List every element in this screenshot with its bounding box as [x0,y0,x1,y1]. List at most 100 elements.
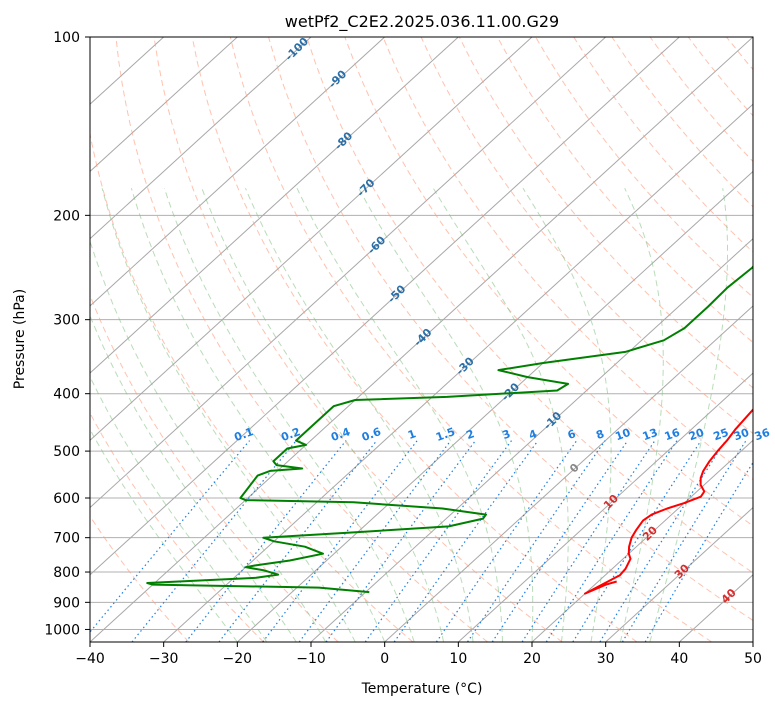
mixing-ratio-label: 3 [501,427,513,442]
mixing-ratio-line [521,440,656,642]
mixing-ratio-label: 13 [641,426,660,443]
x-tick-label: 10 [449,651,467,667]
dry-adiabat-line [268,37,753,622]
x-tick-label: −30 [149,651,179,667]
dry-adiabat-line [344,37,753,527]
y-tick-label: 1000 [44,622,80,638]
moist-adiabat-line [90,314,297,642]
mixing-ratio-line [644,461,753,642]
isotherm-line [752,641,753,642]
moist-adiabat-line [130,188,386,642]
y-tick-label: 200 [53,208,80,224]
mixing-ratio-label: 0.1 [233,425,256,444]
mixing-ratio-label: 25 [712,426,731,443]
moist-adiabat-line [90,239,327,642]
mixing-ratio-line [131,440,297,642]
moist-adiabat-line [101,188,356,642]
mixing-ratio-line [262,440,418,642]
dry-adiabat-line [115,37,488,642]
moist-adiabat-line [649,188,728,642]
moist-adiabat-line [90,428,238,642]
dry-adiabat-line [306,37,753,574]
mixing-ratio-line [599,440,727,642]
dry-adiabat-line [90,412,264,642]
isotherm-line [457,372,753,642]
moist-adiabat-line [163,188,415,642]
x-tick-label: 50 [744,651,762,667]
mixing-ratio-label: 8 [594,427,606,442]
x-tick-label: −20 [223,651,253,667]
moist-adiabat-line [522,187,612,642]
isotherm-line [90,37,607,509]
isotherm-line [90,37,533,442]
x-tick-label: −40 [75,651,105,667]
y-axis-label: Pressure (hPa) [12,289,28,389]
isotherm-line [90,37,238,173]
x-axis-label: Temperature (°C) [361,681,483,697]
mixing-ratio-label: 0.4 [329,425,352,444]
mixing-ratio-label: 16 [663,426,682,444]
profile-lines [146,265,753,595]
y-axis-ticks: 100 200 300 400 500 600 700 800 900 1000 [44,30,90,638]
x-tick-label: −10 [296,651,326,667]
dry-adiabat-line [765,37,775,642]
y-tick-label: 700 [53,531,80,547]
dry-adiabat-line [90,515,190,642]
isotherm-line [90,37,312,240]
dry-adiabat-line [153,37,563,642]
dry-adiabat-line [382,37,753,481]
mixing-ratio-label: 20 [687,426,706,444]
mixing-ratio-line [621,440,747,642]
x-tick-label: 20 [523,651,541,667]
mixing-ratio-label: 10 [613,426,632,444]
mixing-ratio-label: 30 [732,426,751,444]
chart-title: wetPf2_C2E2.2025.036.11.00.G29 [285,12,559,32]
mixing-ratio-line [185,440,347,642]
mixing-ratio-line [90,440,251,633]
mixing-ratio-line [298,440,452,642]
dry-adiabat-line [90,131,414,642]
isotherm-line [531,439,753,642]
dry-adiabat-line [229,37,712,642]
isotherm-line [236,170,753,642]
isotherm-line [90,37,753,642]
y-tick-label: 900 [53,595,80,611]
moist-adiabat-line [296,187,503,642]
temperature-line [584,408,753,595]
mixing-ratio-label: 2 [464,427,476,442]
mixing-ratio-label: 0.6 [360,425,383,444]
y-tick-label: 800 [53,565,80,581]
isotherm-line [90,37,386,307]
mixing-ratio-label: 1 [406,427,418,442]
dry-adiabat-line [191,37,638,642]
plot-frame [89,36,754,643]
moist-adiabat-line [90,375,268,642]
y-tick-label: 600 [53,491,80,507]
y-tick-label: 100 [53,30,80,46]
mixing-ratio-label: 4 [527,427,539,442]
y-tick-label: 400 [53,387,80,403]
mixing-ratio-line [393,440,539,642]
dry-adiabat-line [496,37,753,344]
moist-adiabat-line [245,188,474,642]
mixing-ratio-label: 36 [753,426,772,444]
dewpoint-line [146,265,753,594]
mixing-ratio-label: 1.5 [434,425,457,444]
isotherm-line [605,506,753,642]
y-tick-label: 300 [53,313,80,329]
x-axis-ticks: −40 −30 −20 −10 0 10 20 30 40 50 [75,642,762,667]
mixing-ratio-line [364,440,512,642]
background-lines [90,37,775,642]
isotherm-line [310,237,753,642]
y-tick-label: 500 [53,444,80,460]
isotherm-line [90,37,459,374]
mixing-ratio-label: 6 [566,427,578,442]
x-tick-label: 30 [597,651,615,667]
x-tick-label: 0 [380,651,389,667]
dry-adiabat-line [90,293,339,642]
isotherm-line [90,37,680,576]
x-tick-label: 40 [670,651,688,667]
isotherm-line [384,305,753,642]
